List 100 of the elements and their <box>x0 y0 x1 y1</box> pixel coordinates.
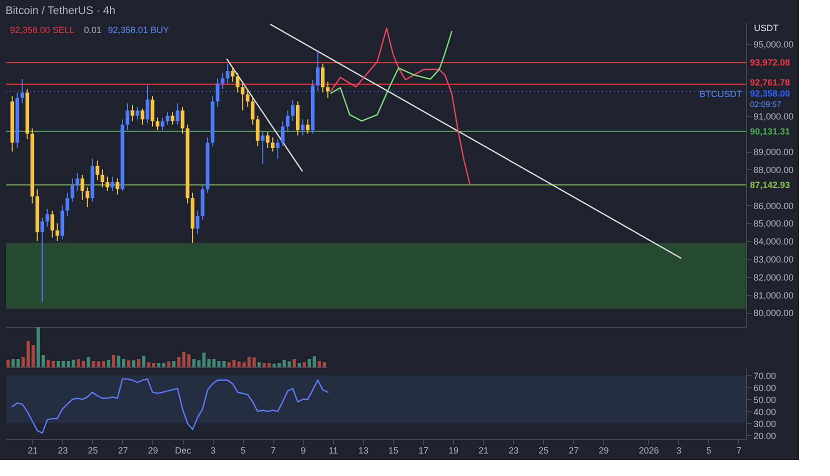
candlestick <box>70 178 74 202</box>
candlestick <box>140 108 144 126</box>
bar <box>92 361 96 367</box>
bar <box>292 359 296 367</box>
candlestick <box>220 72 224 90</box>
y-tick-label: 40.00 <box>754 406 776 417</box>
bar <box>217 361 221 367</box>
candlestick <box>40 217 44 302</box>
candlestick <box>236 72 240 94</box>
candlestick <box>300 118 305 136</box>
candlestick <box>266 131 270 149</box>
candlestick <box>240 83 244 111</box>
bar <box>298 363 301 367</box>
bar <box>212 359 216 367</box>
y-tick-label: 89,000.00 <box>754 147 794 158</box>
candlestick <box>216 78 220 108</box>
candlestick <box>286 110 290 132</box>
candlestick <box>250 97 254 126</box>
bar <box>322 362 326 367</box>
y-tick-label: 82,000.00 <box>754 272 794 282</box>
candlestick <box>86 186 90 208</box>
text: 02:09:57 <box>750 100 782 109</box>
y-tick-label: 70.00 <box>754 370 776 381</box>
bar <box>132 360 136 367</box>
x-tick-label: 23 <box>58 446 68 456</box>
candlestick <box>176 102 180 126</box>
bar <box>96 361 100 367</box>
y-tick-label: 84,000.00 <box>754 236 794 247</box>
x-tick-label: 13 <box>358 446 368 456</box>
bar <box>122 359 126 367</box>
x-tick-label: 3 <box>676 446 682 456</box>
candlestick <box>100 168 104 188</box>
bar <box>172 361 176 367</box>
bar <box>116 356 120 367</box>
candlestick <box>230 66 234 82</box>
bar <box>302 362 306 367</box>
candlestick <box>276 138 280 160</box>
candlestick <box>136 106 140 120</box>
bar <box>142 356 146 367</box>
y-tick-label: 85,000.00 <box>754 218 794 229</box>
bar <box>258 362 261 367</box>
candlestick <box>126 102 130 131</box>
candlestick <box>20 78 24 104</box>
y-tick-label: 91,000.00 <box>754 111 794 122</box>
y-tick-label: 60.00 <box>754 382 776 393</box>
annotation: 0.01 <box>84 25 102 35</box>
bar <box>207 359 211 367</box>
candlestick <box>196 210 200 234</box>
bar <box>82 361 86 367</box>
x-tick-label: 15 <box>388 446 398 456</box>
chart-title: Bitcoin / TetherUS · 4h <box>6 5 116 17</box>
ref-line-label: 92,761.78 <box>750 77 790 88</box>
x-tick-label: 23 <box>508 446 519 456</box>
bar <box>197 360 201 367</box>
candlestick <box>96 160 100 181</box>
bar <box>126 360 130 367</box>
ref-line-label: 93,972.08 <box>750 58 790 68</box>
bar <box>102 361 106 367</box>
candlestick <box>146 84 150 124</box>
candlestick <box>270 136 274 152</box>
candlestick <box>150 96 154 128</box>
bar <box>247 357 251 367</box>
candlestick <box>246 88 250 108</box>
candlestick <box>306 118 310 134</box>
bar <box>222 361 226 367</box>
x-tick-label: 25 <box>88 446 98 456</box>
y-tick-label: 50.00 <box>754 394 776 405</box>
bar <box>202 352 206 367</box>
bar <box>86 357 90 367</box>
y-tick-label: 80,000.00 <box>754 308 794 318</box>
x-tick-label: 9 <box>300 446 306 456</box>
candlestick <box>110 176 114 192</box>
candlestick <box>226 63 230 84</box>
bar <box>76 359 80 367</box>
bar <box>167 361 170 367</box>
x-tick-label: 21 <box>478 446 489 456</box>
bar <box>6 360 10 367</box>
candlestick <box>166 112 170 126</box>
annotation: 92,358.01 BUY <box>108 25 170 35</box>
y-tick-label: 88,000.00 <box>754 164 794 175</box>
candlestick <box>180 106 184 134</box>
x-tick-label: 27 <box>118 446 128 456</box>
y-tick-label: 86,000.00 <box>754 200 794 211</box>
x-tick-label: 2026 <box>638 446 659 456</box>
x-tick-label: Dec <box>175 446 192 456</box>
candlestick <box>46 208 50 228</box>
candlestick <box>116 178 120 196</box>
candlestick <box>260 131 264 165</box>
candlestick <box>66 192 70 217</box>
candlestick <box>290 99 295 122</box>
x-tick-label: 27 <box>568 446 579 456</box>
ref-line-label: 90,131.31 <box>750 126 790 136</box>
line-series <box>330 30 452 122</box>
candlestick <box>316 50 320 92</box>
candlestick <box>80 174 84 200</box>
bar <box>137 359 140 367</box>
x-tick-label: 29 <box>148 446 158 456</box>
annotation: BTCUSDT <box>700 89 742 99</box>
candlestick <box>76 172 80 192</box>
candlestick <box>156 117 160 131</box>
